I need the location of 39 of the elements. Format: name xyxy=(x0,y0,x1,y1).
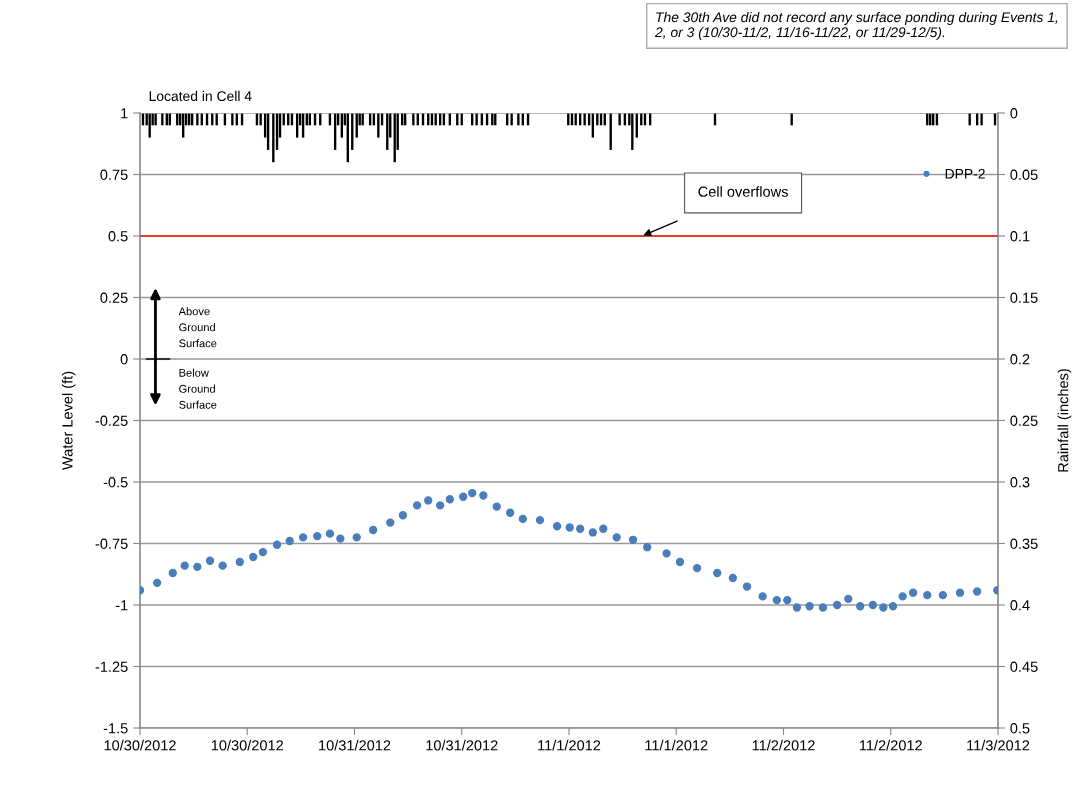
y-tick-label: 0.75 xyxy=(100,169,128,180)
y-tick-label: -0.75 xyxy=(95,538,128,549)
x-tick-label: 10/30/2012 xyxy=(104,739,176,751)
x-tick-label: 10/31/2012 xyxy=(426,739,498,751)
y-tick-label: -1.5 xyxy=(103,723,128,734)
text: Located in Cell 4 xyxy=(149,90,252,102)
y-axis-title: Water Level (ft) xyxy=(61,371,76,470)
annotation: Below Ground Surface xyxy=(179,368,217,409)
x-tick-label: 11/1/2012 xyxy=(538,739,601,751)
y-tick-label: 0 xyxy=(120,354,128,365)
x-tick-label: 11/1/2012 xyxy=(645,739,708,751)
x-tick-label: 11/2/2012 xyxy=(752,739,815,751)
y2-tick-label: 0.15 xyxy=(1010,292,1038,303)
y2-tick-label: 0.25 xyxy=(1010,415,1038,426)
legend-label: DPP-2 xyxy=(945,168,985,179)
y-tick-label: -1 xyxy=(115,600,128,611)
x-tick-label: 10/30/2012 xyxy=(211,739,284,751)
y2-tick-label: 0.2 xyxy=(1010,354,1030,365)
y-tick-label: -0.5 xyxy=(103,477,128,488)
text: The 30th Ave did not record any surface ponding during Events 1, 2, or 3 (10/30-11/2, 11/16-11/22, or 11/29-12/5). xyxy=(654,12,1058,40)
y2-tick-label: 0.35 xyxy=(1010,538,1038,549)
y2-axis-title: Rainfall (inches) xyxy=(1057,369,1072,472)
x-tick-label: 11/2/2012 xyxy=(859,739,922,751)
y2-tick-label: 0.45 xyxy=(1010,661,1038,672)
x-tick-label: 10/31/2012 xyxy=(319,739,391,751)
x-tick-label: 11/3/2012 xyxy=(967,739,1030,751)
y-tick-label: -1.25 xyxy=(95,661,128,672)
annotation: Cell overflows xyxy=(698,186,788,197)
y2-tick-label: 0.1 xyxy=(1010,231,1030,242)
y-tick-label: -0.25 xyxy=(95,415,128,426)
y2-tick-label: 0.5 xyxy=(1010,723,1030,734)
y2-tick-label: 0.4 xyxy=(1010,600,1030,611)
y2-tick-label: 0.05 xyxy=(1010,169,1038,180)
annotation: Above Ground Surface xyxy=(178,307,217,348)
y-tick-label: 1 xyxy=(121,108,128,119)
y2-tick-label: 0.3 xyxy=(1010,477,1030,488)
y2-tick-label: 0 xyxy=(1010,108,1018,119)
y-tick-label: 0.5 xyxy=(108,231,128,242)
y-tick-label: 0.25 xyxy=(100,292,128,303)
